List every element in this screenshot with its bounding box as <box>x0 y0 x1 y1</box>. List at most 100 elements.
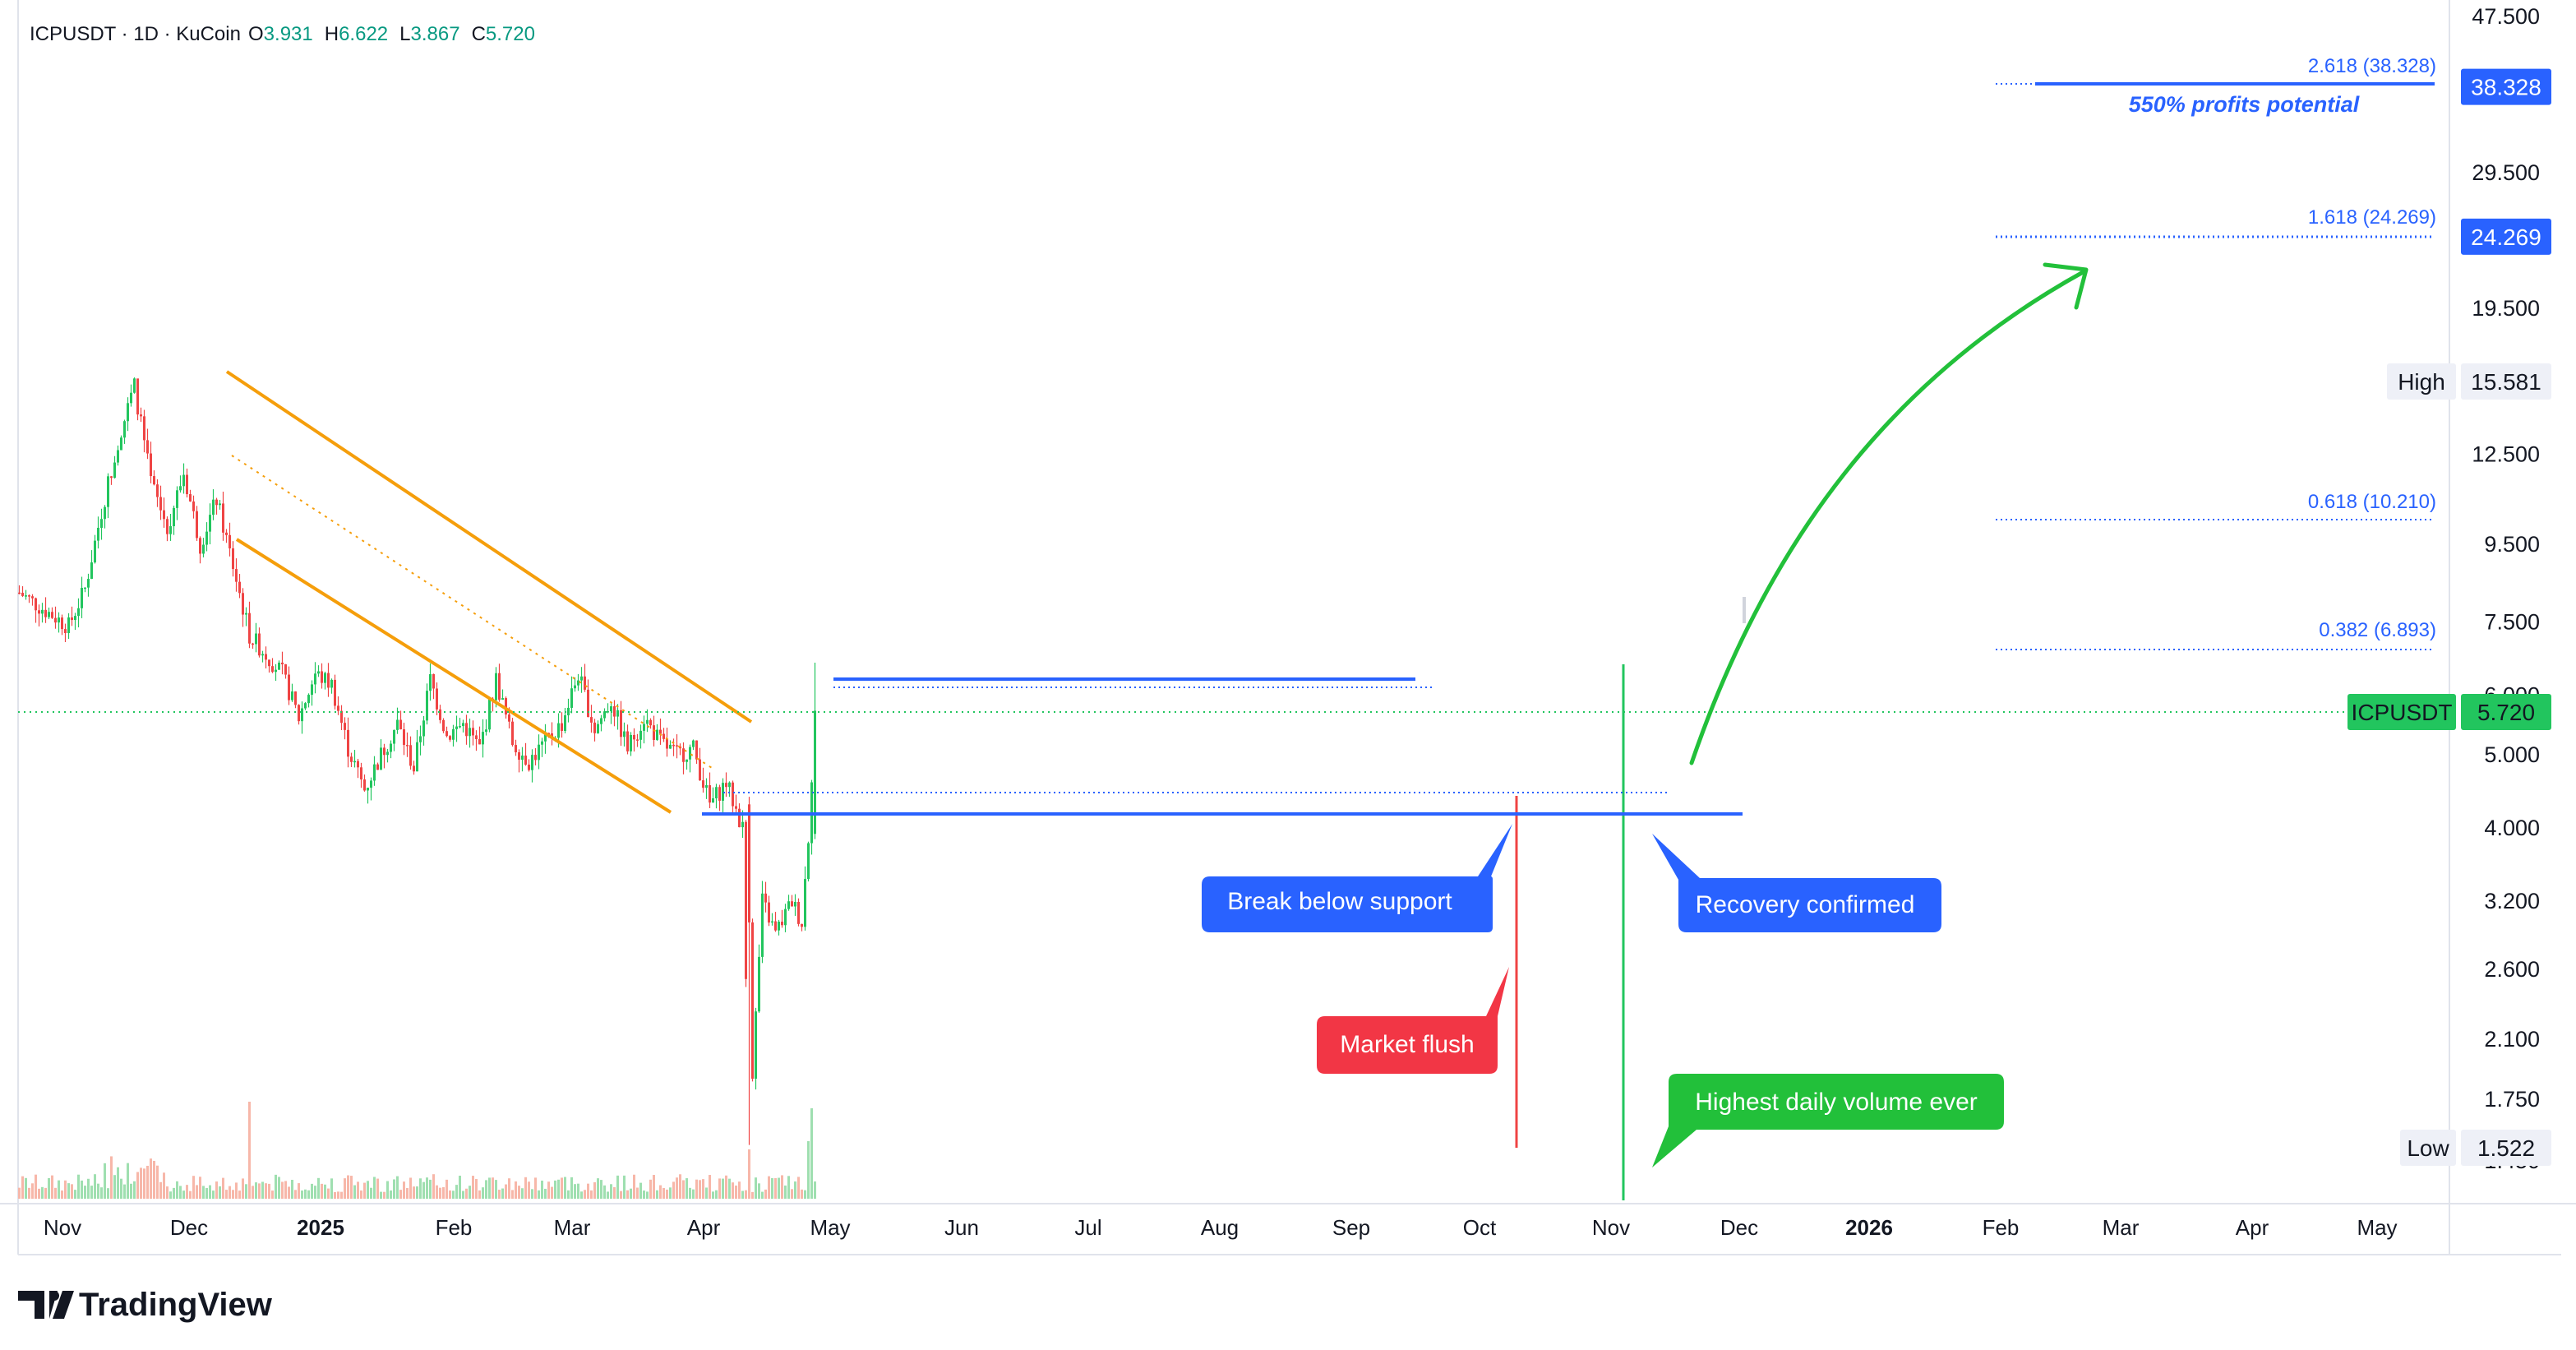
volume-bar <box>455 1185 458 1199</box>
candle-body <box>324 673 326 683</box>
tradingview-logo[interactable]: TradingView <box>18 1287 273 1323</box>
candle-body <box>508 714 510 722</box>
volume-bar <box>528 1181 530 1199</box>
candle-body <box>67 617 70 633</box>
candle-body <box>350 756 353 762</box>
candle-body <box>146 440 149 454</box>
candle-body <box>807 843 810 880</box>
volume-bar <box>416 1186 418 1199</box>
volume-bar <box>238 1190 241 1199</box>
candle-body <box>449 736 451 740</box>
candle-body <box>465 723 468 737</box>
candle-body <box>784 908 787 926</box>
x-tick-label: Jul <box>1074 1215 1101 1240</box>
x-tick-label: Sep <box>1332 1215 1370 1240</box>
volume-bar <box>48 1177 50 1199</box>
candle-body <box>347 729 349 757</box>
candle-body <box>64 629 67 633</box>
volume-bar <box>465 1188 468 1199</box>
x-tick-label: Jun <box>944 1215 979 1240</box>
volume-bar <box>784 1185 787 1199</box>
candle-body <box>547 733 550 734</box>
volume-bar <box>31 1183 34 1199</box>
y-tick-label: 2.600 <box>2484 957 2540 982</box>
candle-body <box>245 613 247 615</box>
volume-bar <box>741 1190 744 1199</box>
volume-bar <box>314 1186 316 1199</box>
candle-body <box>580 676 583 681</box>
volume-bar <box>215 1181 218 1199</box>
volume-bar <box>113 1175 116 1199</box>
candle-body <box>298 705 300 722</box>
volume-bar <box>298 1183 300 1199</box>
candle-body <box>28 595 30 597</box>
projection-arrow-curve <box>1689 269 2087 765</box>
candle-body <box>97 527 99 541</box>
volume-bar <box>538 1190 540 1199</box>
candle-body <box>715 787 718 798</box>
volume-bar <box>18 1187 21 1199</box>
tradingview-logo-dot <box>49 1291 59 1301</box>
price-axis[interactable]: 47.50029.50019.50012.5009.5007.5006.0005… <box>2472 4 2540 1173</box>
volume-bar <box>169 1191 172 1199</box>
candle-body <box>436 688 438 710</box>
candle-body <box>235 569 238 582</box>
volume-bar <box>531 1189 533 1199</box>
volume-bar <box>797 1177 800 1199</box>
volume-bar <box>54 1187 57 1199</box>
candle-body <box>712 798 714 803</box>
x-tick-label: May <box>2357 1215 2397 1240</box>
candle-body <box>524 756 527 765</box>
volume-bar <box>363 1182 366 1199</box>
volume-bar <box>768 1176 770 1199</box>
candle-body <box>649 719 652 726</box>
volume-bar <box>804 1190 806 1199</box>
candle-body <box>445 731 448 737</box>
candle-body <box>393 729 395 744</box>
price-tag-value-box <box>2461 694 2551 730</box>
projection-arrow <box>1689 262 2089 765</box>
volume-bar <box>357 1181 359 1199</box>
price-tag-label: High <box>2398 369 2445 395</box>
volume-bar <box>186 1185 188 1199</box>
candle-body <box>577 680 579 686</box>
volume-bar <box>794 1181 796 1199</box>
price-tag-label-box <box>2347 694 2456 730</box>
volume-bar <box>235 1182 238 1199</box>
channel-upper-line <box>225 370 753 724</box>
close-value: 5.720 <box>486 23 535 45</box>
candle-body <box>58 617 60 623</box>
candle-body <box>531 755 533 770</box>
volume-bar <box>386 1181 389 1199</box>
candle-body <box>429 674 432 691</box>
candle-body <box>705 785 708 788</box>
candle-body <box>176 490 178 508</box>
candle-body <box>205 531 208 545</box>
volume-bar <box>702 1179 704 1199</box>
volume-bar <box>275 1174 277 1199</box>
volume-bar <box>146 1165 149 1199</box>
candle-body <box>462 723 464 727</box>
volume-bar <box>718 1178 721 1199</box>
recovery-text: Recovery confirmed <box>1696 891 1915 918</box>
volume-bar <box>390 1190 392 1199</box>
volume-bar <box>406 1187 409 1199</box>
candle-body <box>163 510 165 520</box>
volume-bar <box>127 1163 129 1199</box>
volume-bar <box>771 1177 773 1199</box>
volume-bar <box>636 1187 639 1199</box>
candle-body <box>764 893 767 903</box>
volume-bar <box>679 1174 681 1199</box>
projection-arrow-head <box>2043 262 2089 310</box>
volume-bar <box>488 1177 491 1199</box>
volume-bar <box>600 1180 602 1199</box>
candle-body <box>406 745 409 747</box>
y-tick-label: 4.000 <box>2484 816 2540 840</box>
candle-body <box>695 740 698 760</box>
candle-body <box>222 503 224 533</box>
candle-body <box>242 593 244 615</box>
break-support-text: Break below support <box>1227 888 1452 915</box>
candle-body <box>199 538 201 554</box>
time-axis[interactable]: Nov Dec 2025 Feb Mar Apr May Jun Jul Aug Sep Oct Nov… <box>44 1215 2398 1240</box>
